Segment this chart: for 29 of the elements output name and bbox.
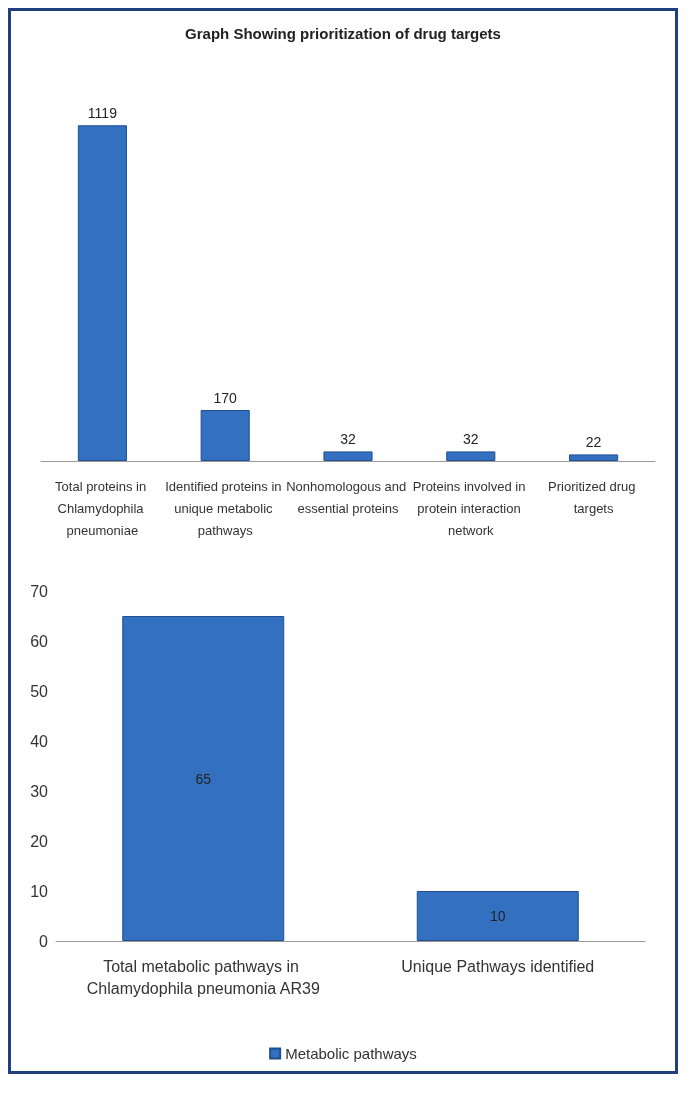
data-label: 32 [340,431,356,448]
x-tick-label: Prioritized drug targets [548,478,640,516]
y-tick-label: 10 [30,882,49,900]
x-tick-label: Nonhomologous and essential proteins [286,478,410,516]
x-tick-label: Total metabolic pathways in Chlamydophila pneumonia AR39 [86,957,320,997]
y-tick-label: 40 [30,732,49,750]
data-label: 1119 [87,105,118,122]
y-tick-label: 20 [30,832,49,850]
y-tick-label: 50 [30,682,49,700]
bar [323,451,373,461]
y-tick-label: 0 [39,932,49,950]
y-tick-label: 30 [30,782,49,800]
bar [569,454,619,461]
data-label: 65 [195,770,212,787]
data-label: 32 [463,431,479,448]
legend-label: Metabolic pathways [285,1045,417,1062]
y-tick-label: 60 [30,632,49,650]
bar [200,410,250,461]
bar [446,451,496,461]
x-tick-label: Total proteins in Chlamydophila pneumoniae [55,478,150,538]
y-tick-label: 70 [30,582,49,600]
x-tick-label: Unique Pathways identified [401,957,595,975]
data-label: 22 [585,434,602,451]
data-label: 10 [489,908,506,924]
bar [77,125,127,461]
x-tick-label: Identified proteins in unique metabolic pathways [165,478,286,538]
x-tick-label: Proteins involved in protein interaction network [412,478,529,538]
data-label: 170 [213,390,238,406]
chart-title: Graph Showing prioritization of drug targets [185,25,501,42]
